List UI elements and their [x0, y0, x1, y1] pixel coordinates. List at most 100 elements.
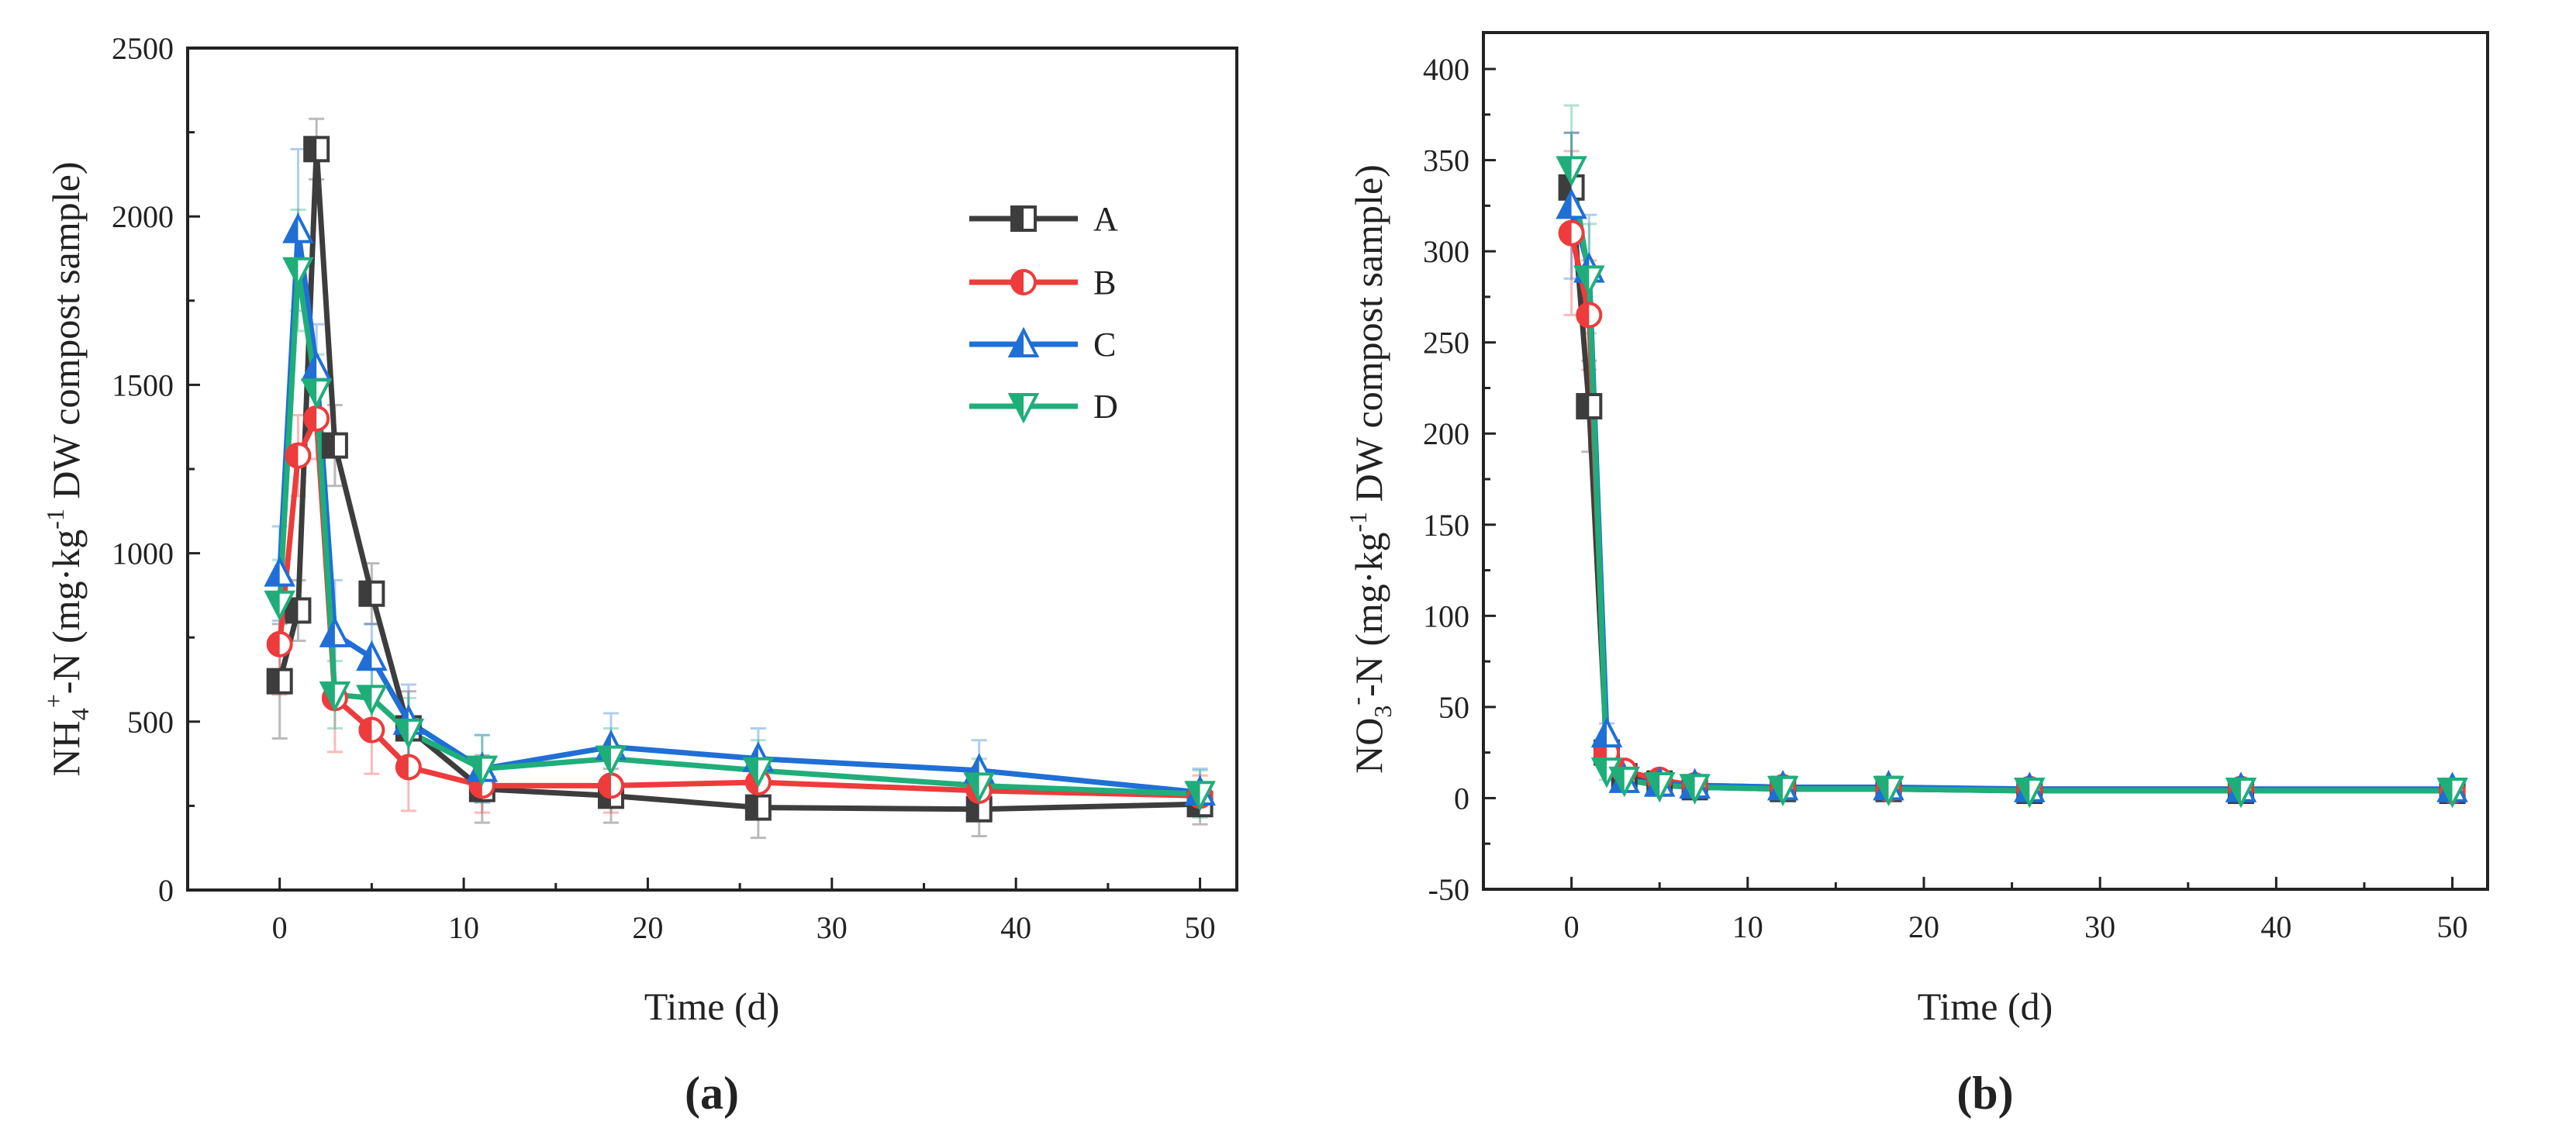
panel-a-x-tick-label: 50: [1185, 910, 1216, 945]
panel-b-point-D: [2436, 778, 2468, 809]
legend: A B C D: [969, 200, 1118, 426]
panel-a-point-D: [282, 257, 314, 288]
panel-a-point-B: [395, 754, 422, 781]
panel-a-y-tick-label: 1000: [112, 536, 174, 571]
panel-a-point-A: [358, 580, 385, 607]
panel-a-point-B: [266, 630, 293, 657]
panel-a-y-tick-label: 500: [127, 705, 174, 740]
panel-a-point-D: [742, 757, 775, 788]
panel-b-y-tick-label: 150: [1423, 508, 1469, 543]
panel-b-series-line-C: [1569, 205, 2453, 792]
panel-a-point-A: [285, 597, 312, 624]
panel-a-point-C: [264, 556, 295, 587]
panel-a-x-tick-label: 10: [448, 910, 479, 945]
panel-b-ticks: 0 10 20 30 40 50 -50 0 50 100 150 200 250 300 350 400: [1423, 52, 2468, 944]
panel-a-point-D: [1184, 781, 1216, 812]
panel-a-series-line-A: [277, 146, 1200, 813]
panel-b-point-B: [1558, 219, 1585, 247]
panel-b-y-tick-label: 350: [1423, 143, 1469, 178]
panel-b-frame: [1482, 31, 2489, 891]
panel-a-point-C: [282, 212, 314, 243]
panel-b-point-C: [1556, 188, 1587, 219]
panel-a-plot-area: [264, 117, 1216, 840]
panel-a-point-B: [597, 772, 624, 799]
panel-a-y-tick-label: 2000: [112, 199, 174, 234]
panel-b-point-D: [1608, 766, 1641, 798]
legend-item-d: D: [969, 388, 1118, 426]
panel-a-point-D: [319, 681, 351, 712]
legend-label-b: B: [1093, 264, 1116, 302]
panel-b-y-tick-label: 300: [1423, 234, 1469, 269]
panel-a-point-B: [303, 405, 330, 432]
panel-b-y-tick-label: 250: [1423, 326, 1469, 361]
panel-a-x-tick-label: 20: [632, 910, 663, 945]
legend-label-c: C: [1093, 326, 1116, 364]
panel-a-point-D: [392, 718, 425, 750]
panel-a-point-B: [285, 442, 312, 469]
legend-label-a: A: [1093, 200, 1118, 238]
panel-a-series-line-C: [277, 227, 1200, 795]
panel-b-point-D: [1573, 265, 1605, 296]
panel-b-x-axis-title: Time (d): [1918, 985, 2053, 1028]
legend-marker-D: [1007, 393, 1040, 424]
panel-a-point-A: [266, 668, 293, 695]
panel-a-point-A: [965, 795, 993, 823]
panel-a-point-C: [319, 616, 351, 647]
legend-item-b: B: [969, 264, 1116, 302]
panel-b-x-tick-label: 10: [1732, 909, 1763, 944]
panel-a-point-A: [744, 794, 772, 821]
panel-a-point-A: [321, 432, 348, 459]
panel-b-point-D: [1556, 156, 1587, 187]
panel-a-y-tick-label: 1500: [112, 367, 174, 402]
panel-a-x-axis-title: Time (d): [644, 985, 780, 1028]
panel-b-y-tick-label: 0: [1454, 781, 1469, 816]
panel-b-point-D: [2014, 778, 2046, 809]
panel-b-y-tick-label: 100: [1423, 599, 1469, 633]
legend-marker-B: [1010, 269, 1037, 295]
panel-a-frame: [186, 47, 1238, 892]
panel-a-x-tick-label: 40: [1000, 910, 1031, 945]
panel-b-y-tick-label: -50: [1428, 872, 1469, 907]
panel-a-y-tick-label: 2500: [112, 31, 174, 66]
panel-a-point-D: [356, 685, 388, 716]
panel-b-point-D: [2225, 778, 2257, 809]
panel-a-label: (a): [685, 1068, 739, 1119]
panel-a-x-tick-label: 30: [817, 910, 848, 945]
legend-marker-A: [1010, 205, 1037, 232]
panel-b-x-tick-label: 40: [2260, 909, 2291, 944]
panel-a-point-C: [356, 640, 388, 671]
panel-b-point-A: [1576, 392, 1603, 419]
legend-item-a: A: [969, 200, 1118, 238]
panel-a-point-B: [358, 716, 385, 744]
panel-a-y-tick-label: 0: [158, 873, 174, 908]
panel-b-label: (b): [1956, 1068, 2013, 1119]
panel-a-point-D: [963, 772, 995, 803]
panel-b-series-line-A: [1569, 187, 2453, 794]
panel-a-point-D: [466, 755, 499, 786]
panel-b-point-D: [1766, 775, 1799, 807]
panel-b-x-tick-label: 0: [1564, 909, 1580, 944]
panel-b-series-line-D: [1569, 168, 2453, 794]
panel-b-point-D: [1873, 775, 1904, 807]
panel-b-y-tick-label: 50: [1438, 690, 1469, 725]
panel-a-y-axis-title: NH4+-N (mg·kg-1 DW compost sample): [40, 162, 94, 777]
panel-b-point-C: [1590, 716, 1623, 748]
panel-b-point-D: [1679, 774, 1711, 805]
panel-b-series-line-B: [1569, 232, 2453, 794]
legend-label-d: D: [1093, 388, 1118, 426]
panel-b-x-tick-label: 30: [2084, 909, 2115, 944]
panel-b-point-B: [1576, 302, 1603, 329]
panel-a-x-tick-label: 0: [272, 910, 288, 945]
panel-b-y-axis-title: NO3--N (mg·kg-1 DW compost sample): [1342, 164, 1397, 774]
legend-item-c: C: [969, 326, 1116, 364]
panel-b-x-tick-label: 50: [2437, 909, 2468, 944]
panel-a-point-D: [595, 745, 627, 776]
panel-b-point-D: [1643, 771, 1676, 803]
panel-b-y-tick-label: 400: [1423, 52, 1469, 87]
panel-a-point-D: [264, 590, 295, 622]
panel-b-plot-area: [1556, 104, 2468, 809]
legend-marker-C: [1007, 326, 1040, 357]
